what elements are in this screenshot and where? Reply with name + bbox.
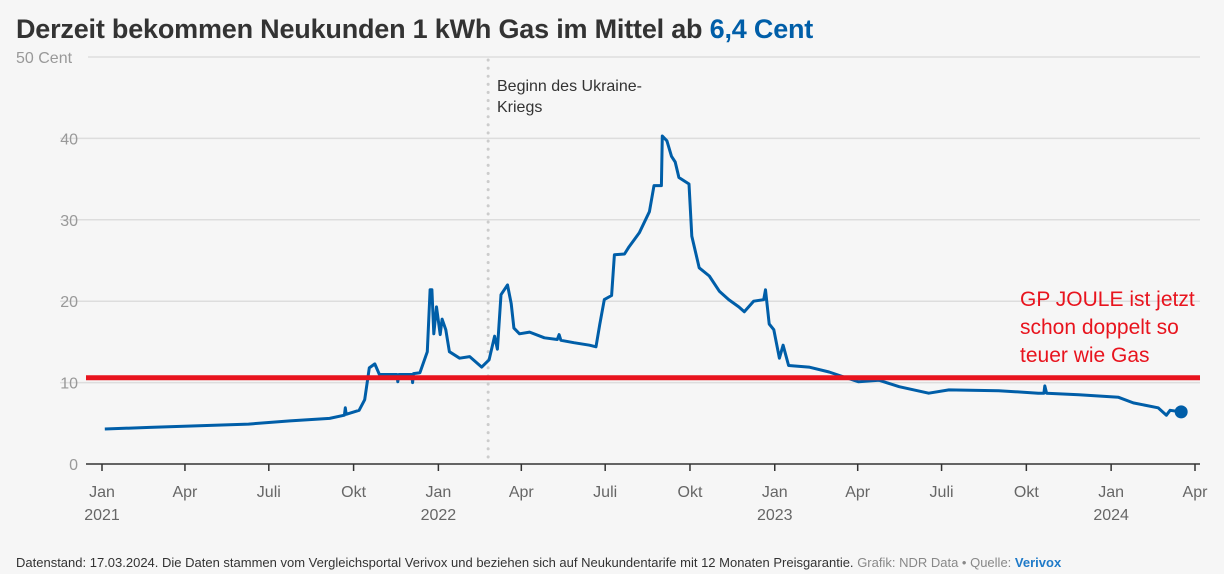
- footer-note: Datenstand: 17.03.2024. Die Daten stamme…: [16, 555, 854, 570]
- y-tick-label: 20: [60, 294, 78, 311]
- y-tick-label: 40: [60, 131, 78, 148]
- x-tick-label: Juli: [930, 484, 954, 501]
- x-tick-year: 2024: [1093, 507, 1129, 524]
- gas-price-line: [104, 134, 1182, 431]
- x-tick-label: Jan: [1098, 484, 1124, 501]
- x-tick-label: Jan: [762, 484, 788, 501]
- gp-joule-annotation: GP JOULE ist jetzt schon doppelt so teue…: [1020, 288, 1195, 367]
- latest-value-dot: [1174, 405, 1188, 419]
- x-tick-label: Okt: [341, 484, 366, 501]
- x-tick-label: Apr: [1183, 484, 1209, 501]
- y-tick-label: 10: [60, 376, 78, 393]
- chart-title: Derzeit bekommen Neukunden 1 kWh Gas im …: [16, 14, 813, 45]
- source-link[interactable]: Verivox: [1014, 555, 1062, 570]
- x-tick-label: Apr: [845, 484, 871, 501]
- x-tick-label: Juli: [257, 484, 281, 501]
- x-tick-label: Okt: [1014, 484, 1039, 501]
- x-tick-year: 2022: [421, 507, 457, 524]
- y-tick-label: 30: [60, 213, 78, 230]
- title-highlight-value: 6,4 Cent: [709, 14, 814, 44]
- y-tick-label: 0: [69, 457, 78, 474]
- x-tick-label: Juli: [593, 484, 617, 501]
- x-tick-label: Jan: [89, 484, 115, 501]
- footer: Datenstand: 17.03.2024. Die Daten stamme…: [16, 555, 1061, 570]
- x-tick-label: Apr: [509, 484, 535, 501]
- y-tick-label: 50 Cent: [16, 50, 73, 67]
- title-text: Derzeit bekommen Neukunden 1 kWh Gas im …: [16, 14, 710, 44]
- x-tick-year: 2021: [84, 507, 120, 524]
- ukraine-war-annotation: Beginn des Ukraine-Kriegs: [497, 78, 642, 116]
- x-tick-label: Apr: [172, 484, 198, 501]
- x-tick-label: Jan: [425, 484, 451, 501]
- footer-credit: Grafik: NDR Data • Quelle:: [857, 555, 1012, 570]
- x-tick-year: 2023: [757, 507, 793, 524]
- x-tick-label: Okt: [678, 484, 703, 501]
